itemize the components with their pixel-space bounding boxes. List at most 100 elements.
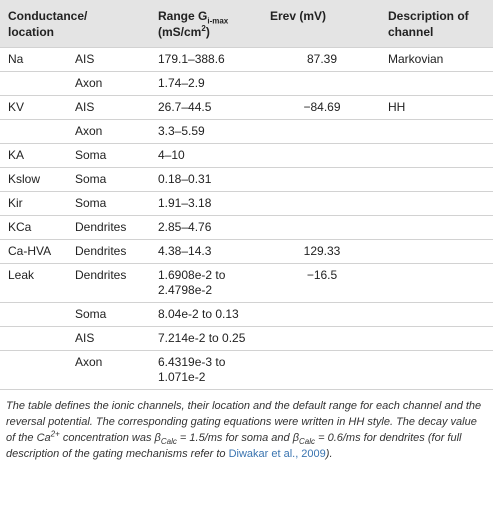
name-cell: KV: [0, 95, 67, 120]
empty-cell: [380, 119, 493, 144]
location-cell: Axon: [67, 119, 150, 144]
empty-cell: [380, 350, 493, 390]
erev-cell: −16.5: [262, 263, 380, 303]
table-row: Axon 1.74–2.9: [0, 71, 493, 96]
header-range-sup: 2: [201, 24, 206, 33]
empty-cell: [380, 167, 493, 192]
range-cell: 26.7–44.5: [150, 95, 262, 120]
empty-cell: [262, 326, 380, 351]
name-cell: Ca-HVA: [0, 239, 67, 264]
footnote-sub: Calc: [160, 437, 177, 447]
name-cell: Leak: [0, 263, 67, 303]
header-range: Range G: [158, 9, 208, 23]
empty-cell: [380, 191, 493, 216]
header-range-unit: (mS/cm: [158, 25, 202, 39]
empty-cell: [262, 143, 380, 168]
empty-cell: [0, 350, 67, 390]
header-cell: Range Gi-max (mS/cm2): [150, 0, 262, 48]
channel-table: Conductance/ location Range Gi-max (mS/cm…: [0, 0, 493, 390]
empty-cell: [262, 119, 380, 144]
table-row: KA Soma 4–10: [0, 143, 493, 168]
footnote-text: ).: [325, 448, 333, 460]
range-cell: 1.6908e-2 to 2.4798e-2: [150, 263, 262, 303]
range-cell: 4–10: [150, 143, 262, 168]
location-cell: Axon: [67, 350, 150, 390]
empty-cell: [380, 143, 493, 168]
header-cell: Description of channel: [380, 0, 493, 48]
name-cell: Kslow: [0, 167, 67, 192]
empty-cell: [380, 239, 493, 264]
footnote-beta: β: [292, 432, 300, 444]
empty-cell: [380, 302, 493, 327]
table-row: Ca-HVA Dendrites 4.38–14.3 129.33: [0, 239, 493, 264]
header-range-sub: i-max: [207, 16, 229, 26]
empty-cell: [0, 119, 67, 144]
location-cell: AIS: [67, 95, 150, 120]
table-row: Axon 3.3–5.59: [0, 119, 493, 144]
table-row: KV AIS 26.7–44.5 −84.69 HH: [0, 95, 493, 120]
location-cell: Soma: [67, 167, 150, 192]
range-cell: 1.74–2.9: [150, 71, 262, 96]
header-erev: Erev (mV): [270, 9, 327, 23]
footnote: The table defines the ionic channels, th…: [0, 390, 493, 462]
location-cell: Dendrites: [67, 215, 150, 240]
location-cell: Soma: [67, 143, 150, 168]
footnote-sub: Calc: [299, 437, 316, 447]
table-row: KCa Dendrites 2.85–4.76: [0, 215, 493, 240]
empty-cell: [262, 191, 380, 216]
description-cell: Markovian: [380, 47, 493, 72]
header-cell: Erev (mV): [262, 0, 380, 48]
table-row: Axon 6.4319e-3 to 1.071e-2: [0, 350, 493, 390]
footnote-text: = 1.5/ms for soma and: [176, 432, 293, 444]
location-cell: AIS: [67, 47, 150, 72]
header-description: Description of channel: [388, 9, 469, 39]
table-row: AIS 7.214e-2 to 0.25: [0, 326, 493, 351]
empty-cell: [380, 263, 493, 303]
location-cell: AIS: [67, 326, 150, 351]
name-cell: Kir: [0, 191, 67, 216]
range-cell: 0.18–0.31: [150, 167, 262, 192]
table-body: Na AIS 179.1–388.6 87.39 Markovian Axon 1.74–2…: [0, 47, 493, 390]
empty-cell: [0, 326, 67, 351]
location-cell: Dendrites: [67, 239, 150, 264]
empty-cell: [262, 215, 380, 240]
empty-cell: [262, 302, 380, 327]
header-row: Conductance/ location Range Gi-max (mS/cm…: [0, 0, 493, 48]
range-cell: 6.4319e-3 to 1.071e-2: [150, 350, 262, 390]
location-cell: Dendrites: [67, 263, 150, 303]
location-cell: Axon: [67, 71, 150, 96]
header-conductance: Conductance/ location: [8, 9, 88, 39]
empty-cell: [380, 71, 493, 96]
location-cell: Soma: [67, 191, 150, 216]
table-row: Kslow Soma 0.18–0.31: [0, 167, 493, 192]
footnote-link[interactable]: Diwakar et al., 2009: [228, 448, 326, 460]
range-cell: 179.1–388.6: [150, 47, 262, 72]
footnote-text: = 0.6/ms for dendrites (for full descrip…: [6, 432, 462, 460]
empty-cell: [262, 71, 380, 96]
range-cell: 3.3–5.59: [150, 119, 262, 144]
range-cell: 8.04e-2 to 0.13: [150, 302, 262, 327]
footnote-beta: β: [154, 432, 161, 444]
table-row: Kir Soma 1.91–3.18: [0, 191, 493, 216]
name-cell: Na: [0, 47, 67, 72]
header-cell: Conductance/ location: [0, 0, 150, 48]
location-cell: Soma: [67, 302, 150, 327]
empty-cell: [262, 167, 380, 192]
table-row: Soma 8.04e-2 to 0.13: [0, 302, 493, 327]
range-cell: 2.85–4.76: [150, 215, 262, 240]
table-row: Leak Dendrites 1.6908e-2 to 2.4798e-2 −16.5: [0, 263, 493, 303]
empty-cell: [0, 71, 67, 96]
name-cell: KA: [0, 143, 67, 168]
header-range-close: ): [205, 25, 210, 39]
table-row: Na AIS 179.1–388.6 87.39 Markovian: [0, 47, 493, 72]
erev-cell: 87.39: [262, 47, 380, 72]
name-cell: KCa: [0, 215, 67, 240]
footnote-text: The table defines the ionic channels, th…: [6, 400, 482, 444]
erev-cell: 129.33: [262, 239, 380, 264]
empty-cell: [380, 215, 493, 240]
empty-cell: [262, 350, 380, 390]
footnote-sup: 2+: [50, 429, 60, 439]
empty-cell: [0, 302, 67, 327]
empty-cell: [380, 326, 493, 351]
